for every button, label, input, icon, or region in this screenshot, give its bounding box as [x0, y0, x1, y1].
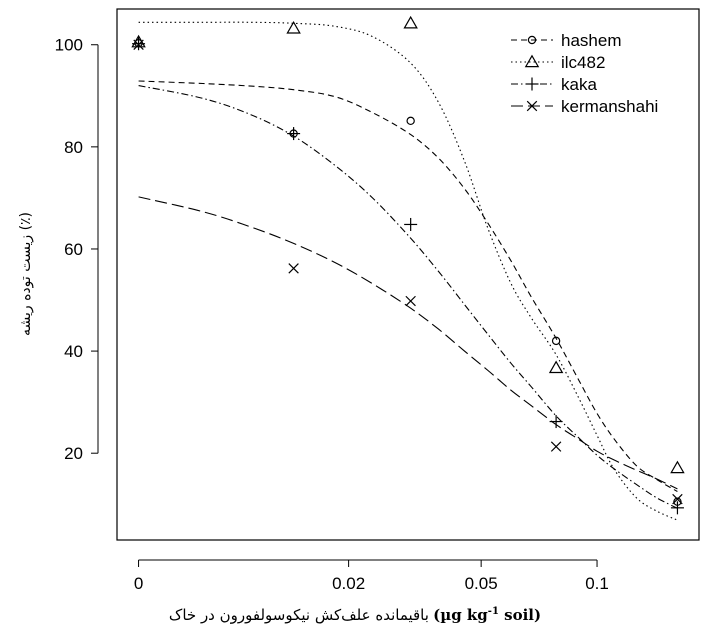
y-tick-label: 100	[55, 36, 83, 55]
point-kaka	[549, 415, 563, 429]
y-axis: 20 40 60 80 100	[55, 36, 99, 463]
x-tick-label: 0.1	[585, 574, 609, 593]
y-tick-label: 20	[64, 444, 83, 463]
y-tick-label: 80	[64, 138, 83, 157]
point-ilc482	[548, 360, 564, 374]
legend-marker	[527, 35, 537, 45]
y-axis-title-text: زیست توده ریشه (٪)	[18, 212, 34, 336]
point-kaka	[404, 217, 418, 231]
legend-label: ilc482	[561, 53, 605, 72]
point-kermanshahi	[405, 295, 416, 307]
x-axis-unit: (µg kg-1 soil)	[433, 606, 541, 624]
legend-item-ilc482: ilc482	[511, 53, 605, 72]
fit-line-hashem	[138, 80, 678, 492]
point-kermanshahi	[133, 39, 144, 50]
point-ilc482	[286, 20, 301, 34]
fit-line-kaka	[138, 85, 678, 509]
x-tick-label: 0.02	[332, 574, 365, 593]
point-kermanshahi	[288, 263, 299, 274]
legend-label: kermanshahi	[561, 97, 658, 116]
x-axis-title-text: باقیمانده علف‌کش نیکوسولفورون در خاک	[168, 606, 429, 624]
point-kaka	[670, 501, 684, 515]
legend-label: kaka	[561, 75, 597, 94]
point-kaka	[287, 127, 301, 141]
y-tick-label: 40	[64, 342, 83, 361]
x-tick-label: 0.05	[465, 574, 498, 593]
legend-item-kermanshahi: kermanshahi	[511, 97, 658, 116]
point-kermanshahi	[672, 493, 683, 505]
y-axis-title: زیست توده ریشه (٪)	[18, 212, 34, 336]
legend-marker	[526, 100, 538, 112]
point-hashem	[406, 116, 415, 126]
legend-marker	[525, 77, 539, 91]
legend-marker	[524, 54, 540, 68]
legend-label: hashem	[561, 31, 621, 50]
y-tick-label: 60	[64, 240, 83, 259]
x-axis-title: باقیمانده علف‌کش نیکوسولفورون در خاک (µg…	[0, 606, 710, 624]
point-kaka	[132, 37, 146, 51]
legend-item-kaka: kaka	[511, 75, 597, 94]
legend: hashem ilc482 kaka kermanshahi	[511, 31, 658, 116]
point-ilc482	[670, 460, 685, 474]
x-axis: 0 0.02 0.05 0.1	[134, 559, 609, 593]
fit-line-kermanshahi	[138, 196, 678, 490]
legend-item-hashem: hashem	[511, 31, 621, 50]
x-axis-unit-open: (	[433, 606, 441, 624]
x-axis-unit-close: )	[533, 606, 542, 624]
x-axis-unit-sup: -1	[487, 606, 499, 617]
x-tick-label: 0	[134, 574, 143, 593]
plot-frame	[116, 8, 700, 541]
x-axis-unit-main: µg kg	[440, 606, 488, 624]
point-hashem	[551, 336, 561, 346]
point-kermanshahi	[550, 441, 562, 452]
x-axis-unit-rest: soil	[498, 606, 534, 624]
point-ilc482	[403, 15, 418, 29]
data-markers	[131, 15, 685, 515]
